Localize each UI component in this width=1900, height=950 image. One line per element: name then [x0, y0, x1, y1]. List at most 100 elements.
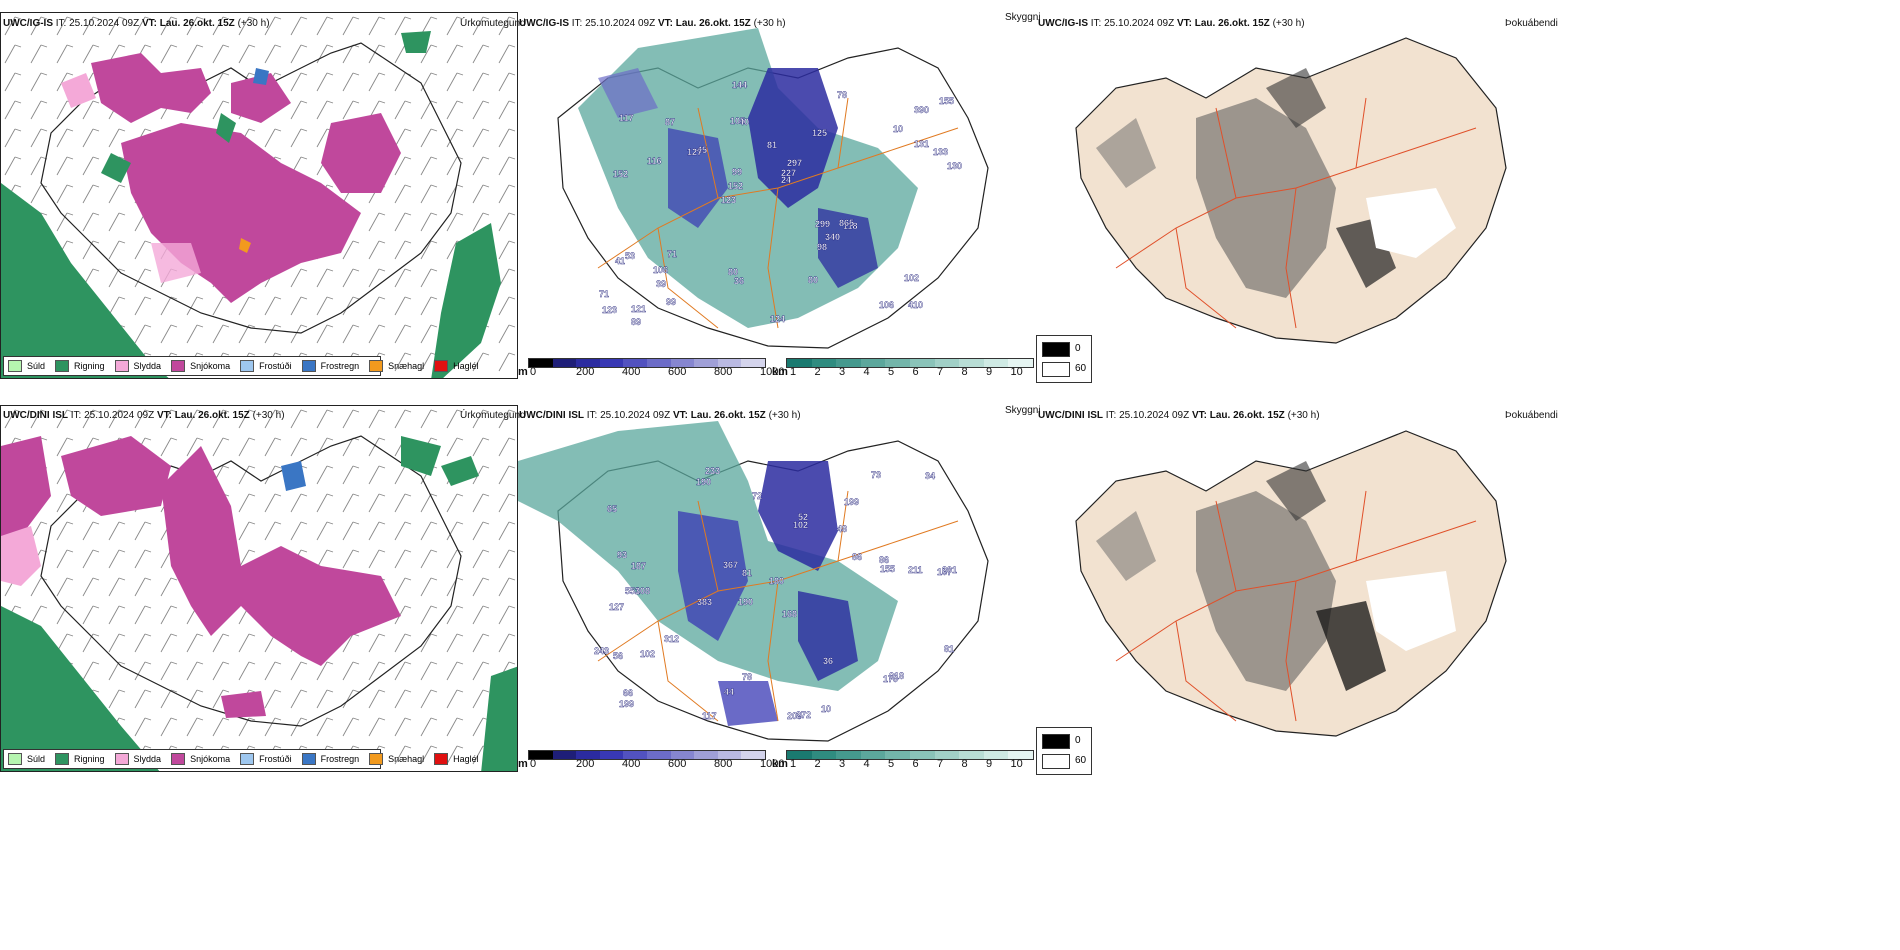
- legend-item-haglel: Haglél: [434, 753, 479, 765]
- header-precip-row2: UWC/DINI ISL IT: 25.10.2024 09Z VT: Lau.…: [3, 410, 285, 421]
- cloud-height-label: 89: [631, 317, 641, 327]
- colorbar-tick-label: 4: [863, 366, 870, 378]
- legend-swatch: [8, 360, 22, 372]
- cloud-height-label: 187: [631, 561, 646, 571]
- it-label: IT:: [70, 410, 82, 421]
- cloud-height-label: 81: [944, 644, 954, 654]
- cloud-height-label: 71: [667, 249, 677, 259]
- cloud-height-label: 99: [732, 167, 742, 177]
- cloud-height-label: 44: [724, 687, 734, 697]
- cloud-height-label: 116: [647, 156, 662, 166]
- legend-item-frostudi: Frostúði: [240, 753, 292, 765]
- lead-time: (+30 h): [768, 410, 801, 421]
- colorbar-segment: [694, 751, 718, 759]
- cloud-height-labels: 233 199 187 190 168 108 65 48 127 102 180 199 190 383…: [594, 466, 957, 721]
- it-label: IT:: [1090, 18, 1102, 29]
- cloud-height-label: 117: [619, 113, 634, 123]
- legend-item-haglel: Haglél: [434, 360, 479, 372]
- colorbar-tick-label: 800: [714, 758, 733, 770]
- visibility-colorbar-row1: km 1 2 3 4 5 6 7 8 9 10: [772, 356, 1034, 378]
- legend-item-frostregn: Frostregn: [301, 753, 359, 765]
- cloud-height-label: 39: [656, 279, 666, 289]
- colorbar-tick-label: 7: [937, 758, 944, 770]
- legend-swatch: [240, 753, 255, 765]
- vt-value: Lau. 26.okt. 15Z: [159, 18, 235, 29]
- colorbar-segment: [623, 751, 647, 759]
- vt-label: VT:: [672, 410, 688, 421]
- cloud-height-label: 312: [664, 634, 679, 644]
- legend-item-snaehagl: Snæhagl: [369, 753, 424, 765]
- panel-title-precip-row1: Úrkomutegund: [460, 18, 526, 29]
- colorbar-tick-label: 600: [668, 366, 687, 378]
- colorbar-segment: [717, 751, 742, 759]
- legend-label: Rigning: [74, 754, 105, 764]
- fog-legend-swatch-white: [1042, 754, 1070, 769]
- fog-legend-row1: 0 60: [1036, 335, 1092, 383]
- cloud-height-label: 201: [942, 565, 957, 575]
- colorbar-segment: [529, 359, 553, 367]
- colorbar-unit: km: [772, 758, 788, 770]
- colorbar-segment: [983, 359, 1009, 367]
- colorbar-segment: [885, 751, 910, 759]
- cloud-height-label: 127: [687, 147, 702, 157]
- it-value: 25.10.2024 09Z: [1104, 18, 1175, 29]
- cloud-height-label: 124: [770, 314, 785, 324]
- cloud-height-label: 383: [697, 597, 712, 607]
- legend-swatch: [55, 753, 70, 765]
- colorbar-segment: [983, 751, 1009, 759]
- colorbar-segment: [860, 359, 886, 367]
- legend-item-sudl: Súld: [8, 753, 45, 765]
- legend-item-sudl: Súld: [8, 360, 45, 372]
- legend-swatch: [240, 360, 255, 372]
- it-value: 25.10.2024 09Z: [1119, 410, 1190, 421]
- vt-value: Lau. 26.okt. 15Z: [174, 410, 250, 421]
- cloud-height-label: 155: [939, 96, 954, 106]
- cloud-height-label: 168: [782, 609, 797, 619]
- cloud-height-label: 144: [732, 80, 747, 90]
- colorbar-strip: [786, 358, 1034, 368]
- vt-value: Lau. 26.okt. 15Z: [675, 18, 751, 29]
- legend-swatch: [301, 360, 316, 372]
- colorbar-segment: [552, 751, 577, 759]
- vt-label: VT:: [1176, 18, 1192, 29]
- cloud-height-label: 227: [781, 168, 796, 178]
- legend-swatch: [434, 360, 449, 372]
- cloud-height-colorbar-row1: m 0 200 400 600 800 1000: [518, 356, 784, 378]
- legend-item-snjokoma: Snjókoma: [171, 360, 230, 372]
- colorbar-strip: [786, 750, 1034, 760]
- header-fog-row1: UWC/IG-IS IT: 25.10.2024 09Z VT: Lau. 26…: [1038, 18, 1305, 29]
- fog-legend-value: 60: [1075, 755, 1087, 766]
- legend-swatch: [171, 360, 186, 372]
- colorbar-tick-label: 3: [839, 366, 846, 378]
- precip-type-map-row2: Súld Rigning Slydda Snjókoma Frostúði Fr…: [0, 405, 518, 772]
- header-precip-row1: UWC/IG-IS IT: 25.10.2024 09Z VT: Lau. 26…: [3, 18, 270, 29]
- legend-label: Snæhagl: [388, 361, 425, 371]
- colorbar-tick-label: 5: [888, 758, 895, 770]
- cloud-height-label: 123: [602, 305, 617, 315]
- vt-value: Lau. 26.okt. 15Z: [1194, 18, 1270, 29]
- colorbar-tick-label: 3: [839, 758, 846, 770]
- cloud-height-labels: 410 152 390 123 125 121 105 81 53 45 71 39 40 297 118 1…: [599, 80, 962, 327]
- colorbar-segment: [670, 751, 695, 759]
- colorbar-segment: [599, 359, 624, 367]
- colorbar-segment: [1008, 359, 1033, 367]
- legend-swatch: [434, 753, 449, 765]
- colorbar-tick-label: 9: [986, 758, 993, 770]
- legend-swatch: [114, 360, 129, 372]
- colorbar-unit: m: [518, 366, 528, 378]
- cloud-height-label: 106: [879, 300, 894, 310]
- panel-title-precip-row2: Úrkomutegund: [460, 410, 526, 421]
- panel-title-visibility-row2: Skyggni: [1005, 405, 1041, 416]
- colorbar-segment: [694, 359, 718, 367]
- cloud-height-label: 297: [787, 158, 802, 168]
- model-name: UWC/IG-IS: [519, 18, 569, 29]
- colorbar-tick-label: 6: [912, 758, 919, 770]
- cloud-height-label: 99: [666, 297, 676, 307]
- legend-swatch: [369, 753, 384, 765]
- panel-title-visibility-row1: Skyggni: [1005, 12, 1041, 23]
- legend-item-snaehagl: Snæhagl: [369, 360, 424, 372]
- vt-value: Lau. 26.okt. 15Z: [1209, 410, 1285, 421]
- colorbar-segment: [811, 359, 837, 367]
- colorbar-segment: [576, 751, 600, 759]
- cloud-height-label: 131: [914, 139, 929, 149]
